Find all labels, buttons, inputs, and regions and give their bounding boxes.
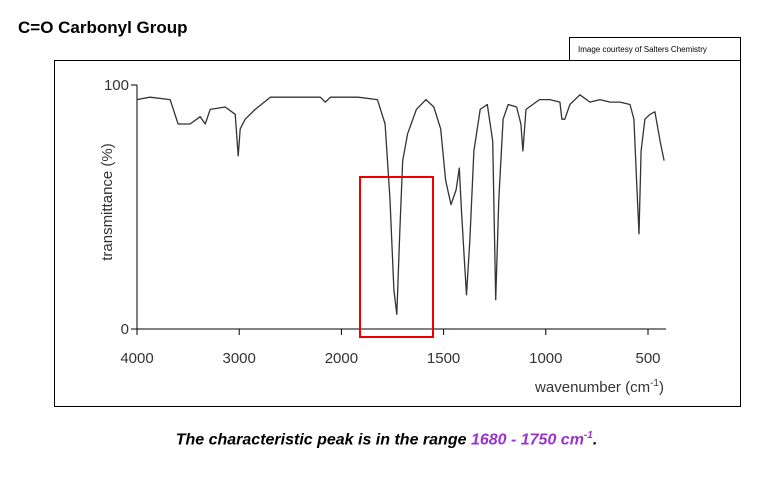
y-tick-label: 100	[104, 77, 129, 94]
caption-sup: -1	[583, 430, 593, 441]
x-axis-label-sup: -1	[650, 378, 659, 389]
x-tick-label: 2000	[325, 350, 358, 367]
caption-end: .	[592, 431, 598, 449]
x-axis-label-main: wavenumber (cm	[534, 379, 650, 396]
y-tick-label: 0	[121, 321, 129, 338]
highlight-box	[359, 176, 434, 338]
caption-text: The characteristic peak is in the range	[175, 431, 471, 449]
plot-area: 4000 3000 2000 1500 1000 500 0 100	[104, 77, 665, 367]
source-text: Image courtesy of Salters Chemistry	[578, 45, 707, 54]
x-tick-label: 1000	[529, 350, 562, 367]
figure-frame	[54, 60, 741, 407]
caption-range: 1680 - 1750 cm	[470, 431, 584, 449]
source-box	[569, 37, 741, 61]
x-axis-label: wavenumber (cm-1)	[534, 378, 664, 396]
x-axis-label-end: )	[659, 379, 664, 396]
caption: The characteristic peak is in the range …	[0, 430, 773, 449]
spectrum-line	[136, 94, 665, 316]
x-tick-label: 4000	[120, 350, 153, 367]
page-title: C=O Carbonyl Group	[18, 18, 188, 37]
y-axis-label: transmittance (%)	[99, 143, 116, 261]
x-tick-label: 500	[635, 350, 660, 367]
x-tick-label: 3000	[223, 350, 256, 367]
x-tick-label: 1500	[427, 350, 460, 367]
